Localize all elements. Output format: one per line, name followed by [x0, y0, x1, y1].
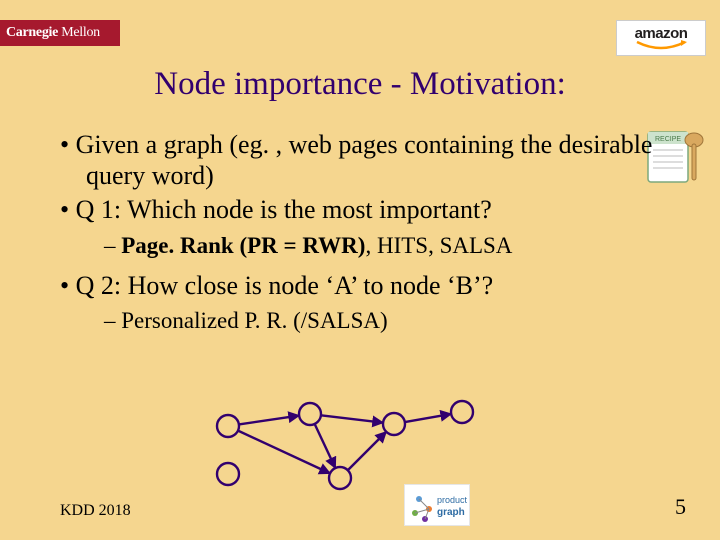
bullet-2: Q 1: Which node is the most important?: [60, 195, 660, 226]
bullet-3-sub: Personalized P. R. (/SALSA): [60, 307, 660, 336]
svg-text:product: product: [437, 495, 468, 505]
svg-text:graph: graph: [437, 507, 465, 518]
bullet-2-sub-rest: , HITS, SALSA: [365, 233, 512, 258]
bullet-2-sub-bold: Page. Rank (PR = RWR): [121, 233, 365, 258]
product-graph-logo: product graph: [404, 484, 470, 526]
amazon-logo: amazon: [616, 20, 706, 56]
page-number: 5: [675, 494, 686, 520]
network-diagram: [200, 386, 500, 496]
slide-title: Node importance - Motivation:: [0, 66, 720, 103]
cmu-logo-text1: Carnegie: [6, 25, 58, 40]
cmu-logo: Carnegie Mellon: [0, 20, 120, 46]
footer-venue: KDD 2018: [60, 502, 131, 520]
amazon-logo-text: amazon: [617, 21, 705, 42]
bullet-2-sub: Page. Rank (PR = RWR), HITS, SALSA: [60, 232, 660, 261]
cmu-logo-text2: Mellon: [61, 25, 100, 40]
bullet-3: Q 2: How close is node ‘A’ to node ‘B’?: [60, 271, 660, 302]
slide-content: Given a graph (eg. , web pages containin…: [60, 130, 660, 346]
bullet-1: Given a graph (eg. , web pages containin…: [60, 130, 660, 191]
